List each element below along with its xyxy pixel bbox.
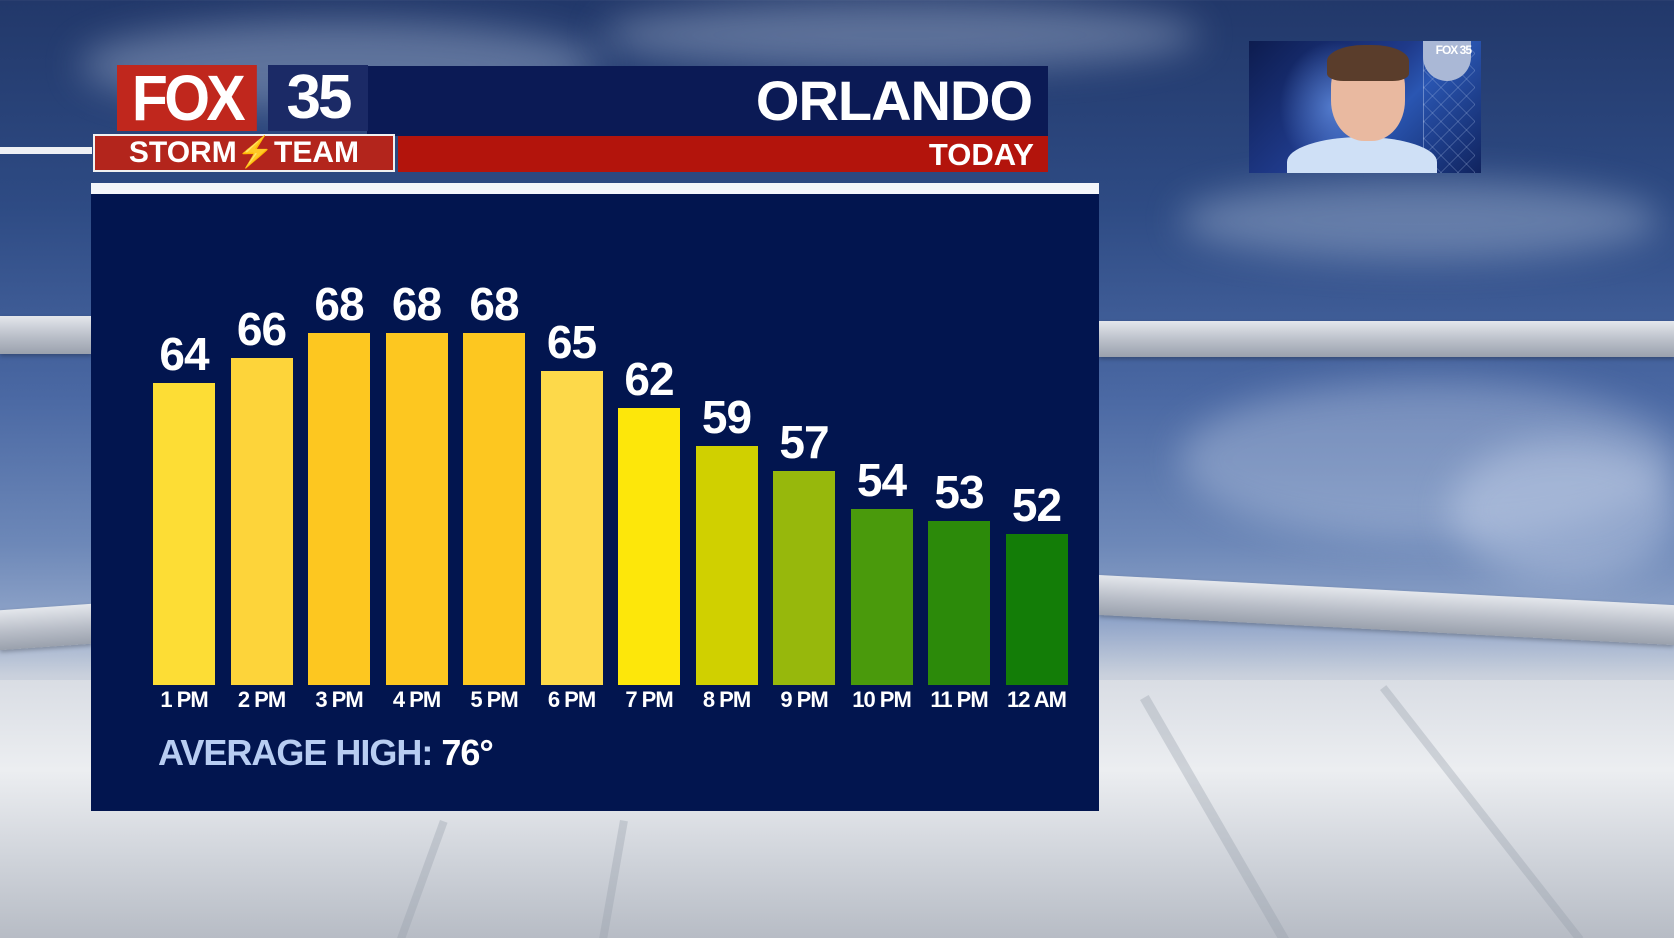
hour-label: 5 PM bbox=[470, 687, 518, 712]
average-high-value: 76° bbox=[441, 732, 493, 773]
average-high-label: AVERAGE HIGH: bbox=[158, 732, 433, 773]
temperature-value: 54 bbox=[856, 453, 907, 506]
accent-line bbox=[0, 147, 92, 154]
hour-label: 11 PM bbox=[930, 687, 988, 712]
subtitle-bar: TODAY bbox=[398, 136, 1048, 172]
radar-dome-graphic bbox=[1423, 41, 1471, 81]
storm-team-logo: STORM⚡TEAM bbox=[93, 134, 395, 172]
hour-label: 6 PM bbox=[547, 687, 596, 712]
temperature-value: 65 bbox=[546, 315, 597, 368]
temperature-value: 53 bbox=[934, 466, 984, 519]
backdrop-rail-upper-right bbox=[1099, 321, 1674, 357]
title-bar: ORLANDO bbox=[367, 66, 1048, 136]
temperature-bar bbox=[773, 471, 835, 685]
hour-label: 7 PM bbox=[625, 687, 673, 712]
temperature-bar bbox=[695, 446, 758, 685]
temperature-value: 68 bbox=[391, 278, 442, 330]
temperature-bar bbox=[540, 370, 603, 685]
temperature-bar bbox=[463, 333, 525, 685]
hour-label: 2 PM bbox=[237, 687, 286, 712]
hour-label: 4 PM bbox=[392, 687, 441, 712]
temperature-bar bbox=[928, 521, 990, 685]
temperature-value: 68 bbox=[314, 278, 364, 330]
hour-label: 3 PM bbox=[315, 687, 363, 712]
backdrop-rail-lower-left bbox=[0, 603, 92, 651]
hour-label: 8 PM bbox=[702, 687, 751, 712]
temperature-value: 59 bbox=[701, 391, 752, 444]
temperature-value: 57 bbox=[779, 416, 829, 469]
panel-top-rule bbox=[91, 183, 1099, 194]
temperature-value: 64 bbox=[159, 328, 209, 381]
temperature-value: 52 bbox=[1011, 479, 1062, 531]
temperature-bar bbox=[850, 508, 913, 685]
temperature-bar bbox=[153, 383, 215, 685]
temperature-bar bbox=[308, 333, 370, 685]
fox-logo: FOX bbox=[117, 65, 257, 131]
hour-label: 10 PM bbox=[852, 687, 912, 712]
backdrop-rail-upper-left bbox=[0, 316, 92, 354]
meteorologist-video-inset: FOX 35 bbox=[1249, 41, 1481, 173]
temperature-bar bbox=[618, 408, 680, 685]
average-high: AVERAGE HIGH: 76° bbox=[158, 732, 494, 773]
hour-label: 1 PM bbox=[160, 687, 208, 712]
presenter-hair bbox=[1327, 45, 1409, 81]
temperature-bar bbox=[385, 333, 448, 685]
backdrop-rail-lower-right bbox=[1099, 575, 1674, 646]
hour-label: 12 AM bbox=[1007, 687, 1067, 712]
temperature-value: 68 bbox=[469, 278, 519, 330]
period-subtitle: TODAY bbox=[928, 137, 1034, 172]
location-title: ORLANDO bbox=[755, 69, 1033, 132]
temperature-bar bbox=[230, 358, 293, 685]
hour-label: 9 PM bbox=[780, 687, 828, 712]
inset-fox35-logo: FOX 35 bbox=[1435, 43, 1472, 57]
presenter-shirt bbox=[1287, 137, 1437, 173]
temperature-value: 66 bbox=[236, 303, 287, 356]
temperature-bar bbox=[1005, 534, 1068, 685]
channel-number: 35 bbox=[268, 65, 368, 131]
temperature-value: 62 bbox=[624, 353, 674, 406]
